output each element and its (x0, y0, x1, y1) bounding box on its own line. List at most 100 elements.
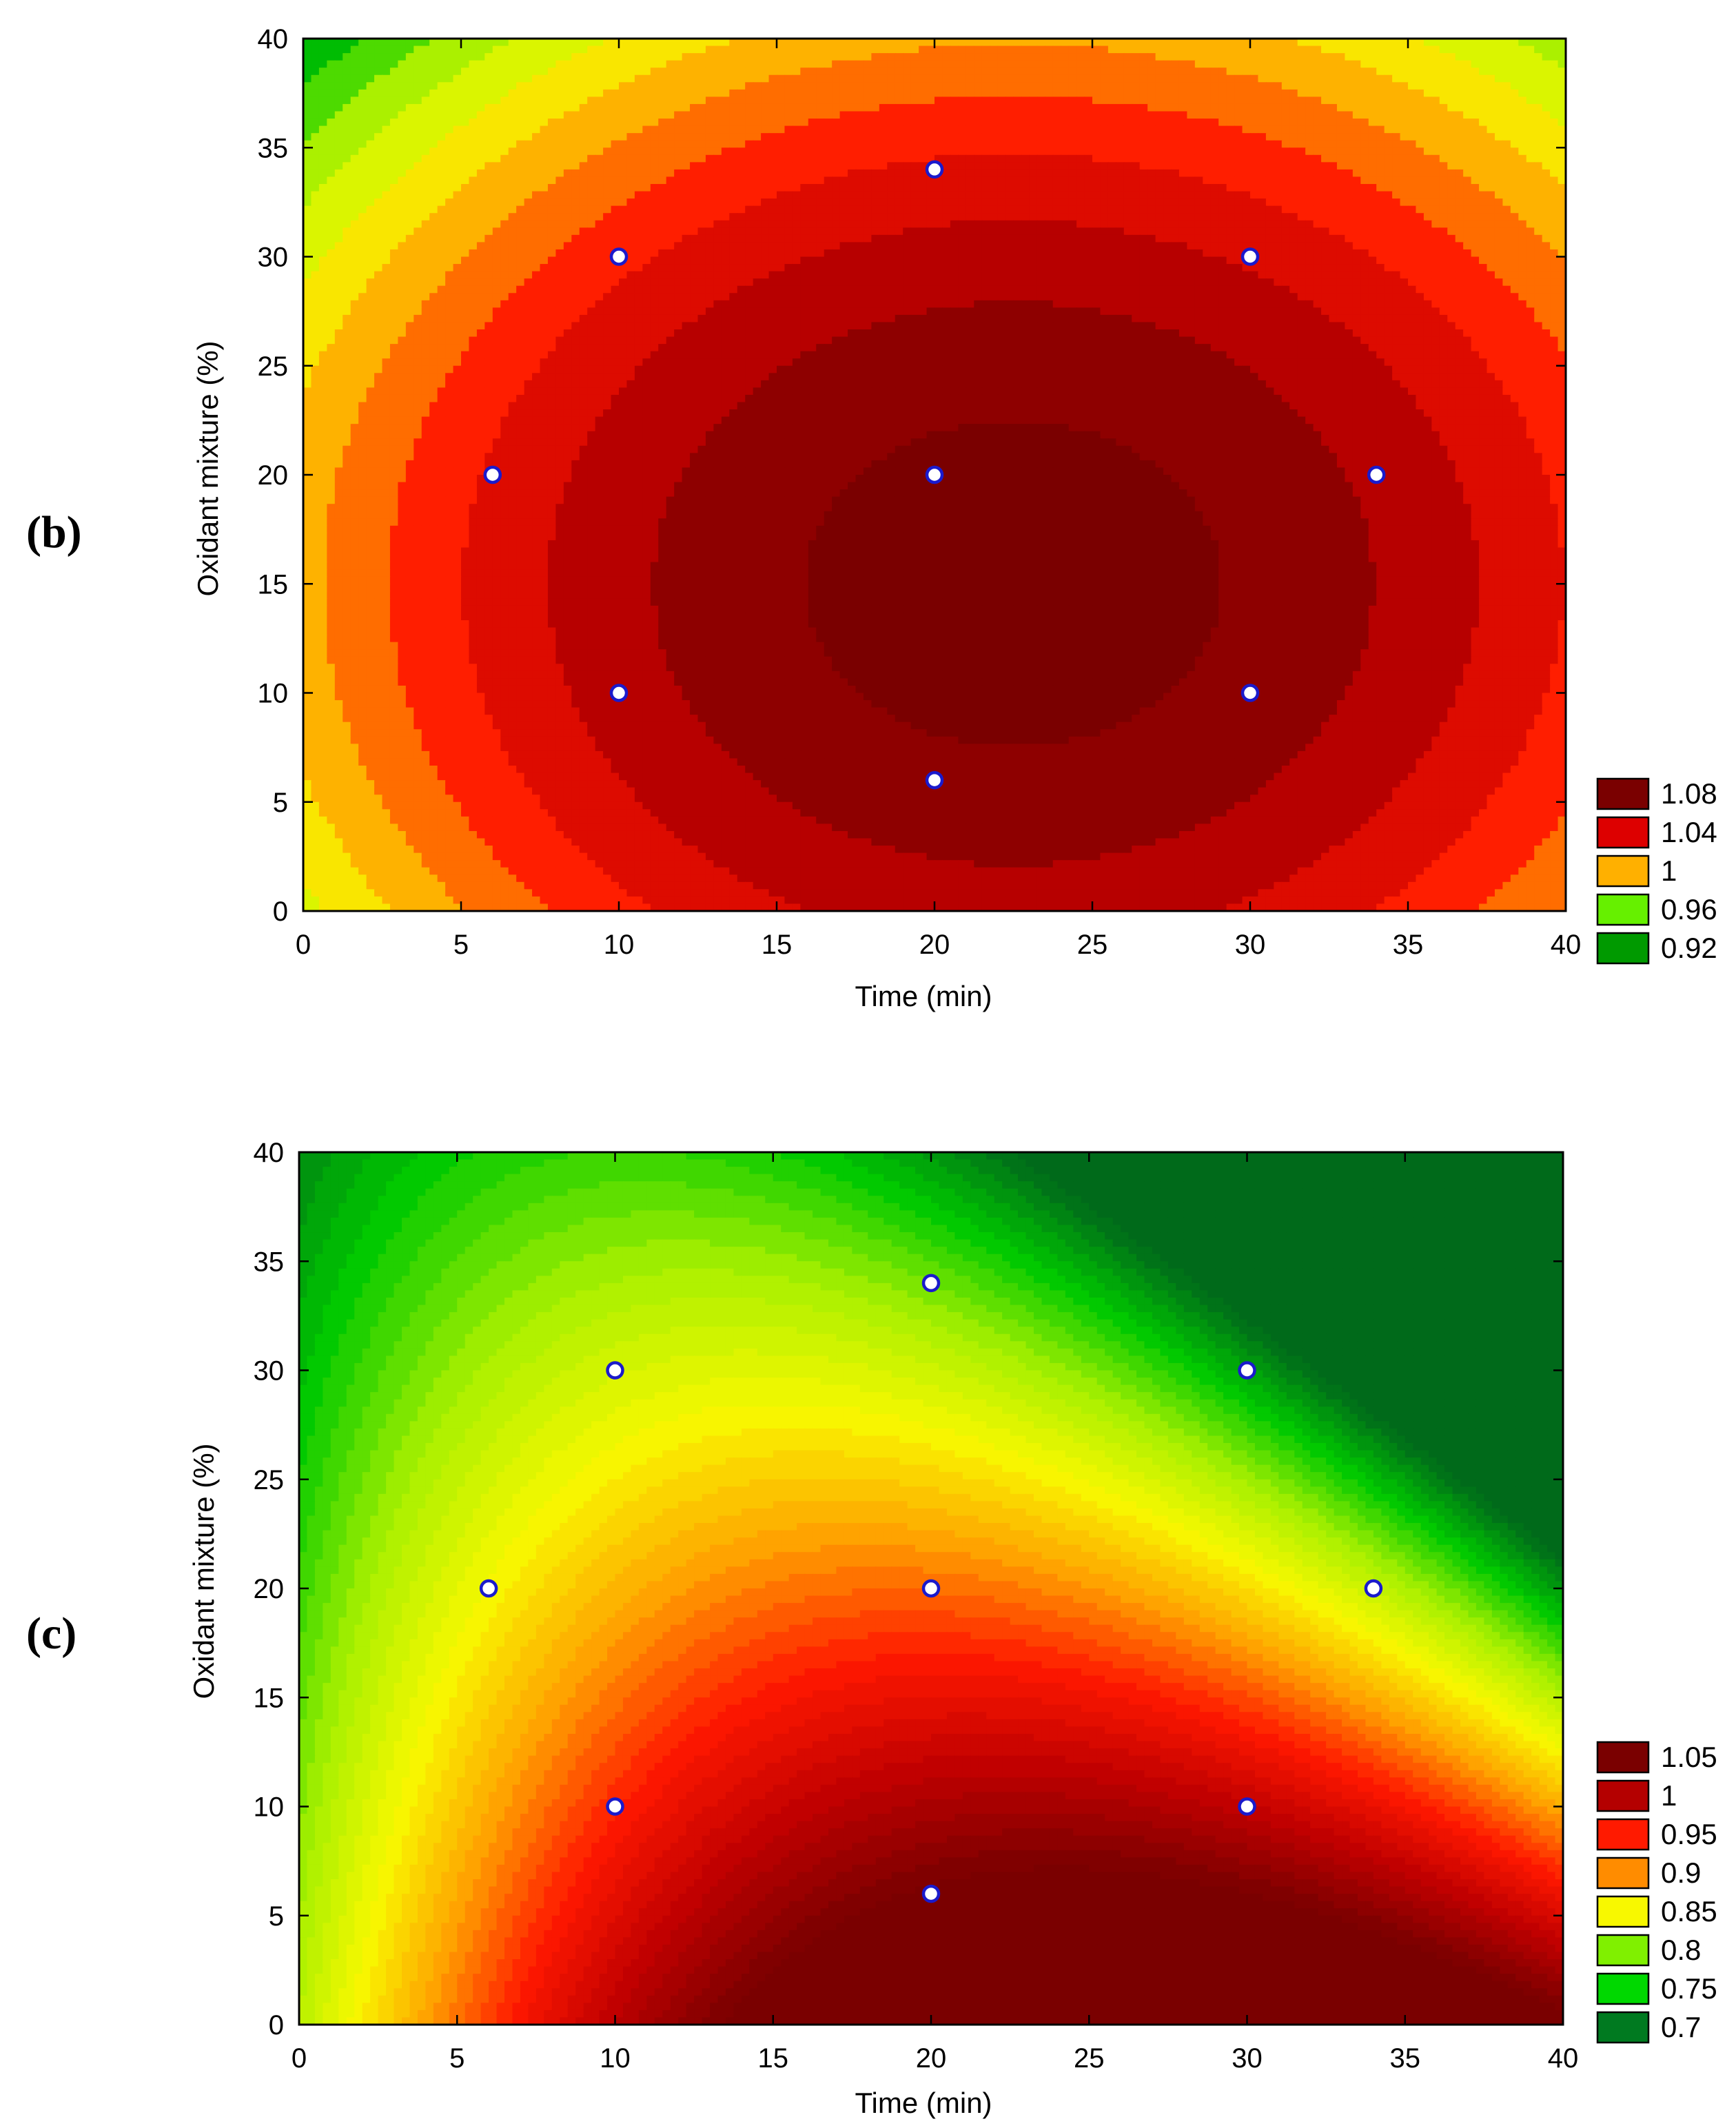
contour-cell (666, 82, 675, 90)
contour-cell (587, 53, 595, 61)
contour-cell (469, 61, 477, 68)
contour-cell (603, 82, 611, 90)
contour-cell (666, 75, 675, 83)
contour-cell (713, 46, 722, 54)
contour-cell (1258, 75, 1266, 83)
contour-cell (745, 61, 753, 68)
contour-cell (580, 46, 588, 54)
contour-cell (745, 68, 753, 75)
contour-cell (1463, 68, 1471, 75)
contour-cell (1447, 68, 1456, 75)
contour-cell (1408, 39, 1416, 46)
contour-cell (651, 46, 659, 54)
contour-cell (413, 46, 422, 54)
contour-cell (327, 53, 335, 61)
contour-cell (1392, 53, 1400, 61)
contour-cell (674, 82, 682, 90)
contour-cell (382, 61, 391, 68)
contour-cell (532, 82, 540, 90)
contour-cell (1440, 75, 1448, 83)
contour-cell (619, 75, 627, 83)
contour-cell (367, 75, 375, 83)
contour-cell (1274, 61, 1282, 68)
contour-cell (958, 68, 966, 75)
contour-cell (319, 61, 327, 68)
contour-cell (438, 82, 446, 90)
contour-cell (1495, 46, 1503, 54)
contour-cell (895, 75, 903, 83)
contour-cell (1156, 39, 1164, 46)
contour-cell (1353, 61, 1361, 68)
contour-cell (713, 75, 722, 83)
contour-cell (351, 46, 359, 54)
contour-cell (1345, 68, 1353, 75)
contour-cell (1495, 53, 1503, 61)
contour-cell (406, 61, 414, 68)
contour-cell (500, 82, 509, 90)
contour-cell (311, 61, 319, 68)
contour-cell (438, 68, 446, 75)
contour-cell (1227, 82, 1235, 90)
contour-cell (413, 39, 422, 46)
contour-cell (461, 82, 469, 90)
figure: (b) 0 5 10 15 20 25 30 35 40 0510152025303540 Ti… (0, 0, 1736, 2128)
contour-cell (303, 61, 312, 68)
contour-cell (690, 39, 698, 46)
contour-cell (1037, 82, 1045, 90)
contour-cell (1005, 68, 1014, 75)
contour-cell (950, 61, 959, 68)
contour-cell (500, 61, 509, 68)
contour-cell (1298, 61, 1306, 68)
contour-cell (500, 68, 509, 75)
contour-cell (1502, 68, 1511, 75)
contour-cell (406, 82, 414, 90)
contour-cell (706, 75, 714, 83)
contour-cell (840, 75, 848, 83)
contour-cell (1116, 82, 1124, 90)
contour-cell (1163, 53, 1172, 61)
contour-cell (840, 39, 848, 46)
contour-cell (1053, 46, 1061, 54)
contour-cell (879, 53, 888, 61)
contour-cell (516, 68, 524, 75)
contour-cell (1487, 46, 1495, 54)
contour-cell (453, 75, 462, 83)
contour-cell (998, 61, 1006, 68)
contour-cell (1416, 61, 1424, 68)
contour-cell (406, 39, 414, 46)
contour-cell (713, 82, 722, 90)
contour-cell (1456, 75, 1464, 83)
contour-cell (548, 68, 556, 75)
contour-cell (445, 39, 453, 46)
contour-cell (1124, 53, 1132, 61)
contour-cell (1440, 39, 1448, 46)
contour-cell (974, 39, 982, 46)
contour-cell (540, 53, 549, 61)
contour-cell (1140, 61, 1148, 68)
contour-cell (1053, 61, 1061, 68)
contour-cell (1014, 39, 1022, 46)
contour-cell (311, 53, 319, 61)
contour-cell (1447, 46, 1456, 54)
contour-cell (871, 82, 879, 90)
contour-cell (351, 61, 359, 68)
contour-cell (540, 39, 549, 46)
contour-cell (903, 82, 911, 90)
contour-cell (1076, 75, 1085, 83)
contour-cell (1100, 61, 1108, 68)
contour-cell (555, 53, 564, 61)
contour-cell (903, 39, 911, 46)
contour-cell (413, 82, 422, 90)
contour-cell (1076, 61, 1085, 68)
contour-cell (856, 53, 864, 61)
contour-cell (1124, 61, 1132, 68)
contour-cell (682, 82, 691, 90)
contour-cell (784, 46, 793, 54)
contour-cell (587, 68, 595, 75)
contour-cell (406, 68, 414, 75)
contour-cell (1029, 46, 1037, 54)
contour-cell (651, 53, 659, 61)
contour-cell (840, 46, 848, 54)
contour-cell (422, 39, 430, 46)
contour-cell (998, 46, 1006, 54)
